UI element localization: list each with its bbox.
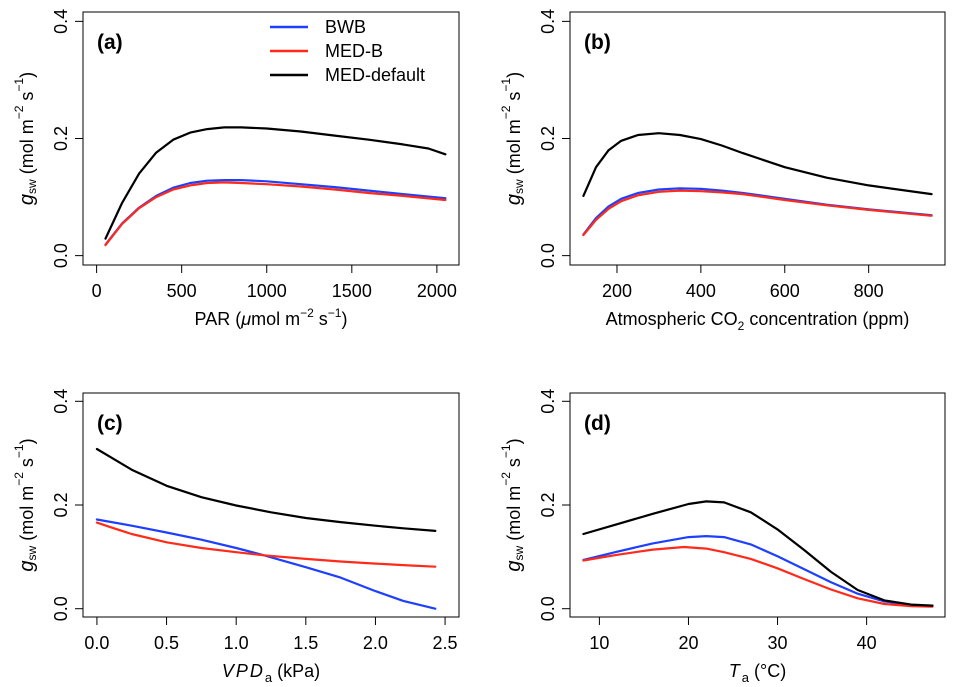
series-line-med-b — [582, 189, 933, 237]
y-axis-title: gsw (mol m−2 s−1) — [12, 72, 39, 205]
series-group — [582, 500, 934, 608]
x-axis: 200 400 600 800 — [602, 265, 884, 301]
x-tick-label: 1500 — [332, 281, 372, 301]
panel-c: 0.0 0.5 1.0 1.5 2.0 2.5 0.0 0.2 0.4 gsw (mol m−2 … — [12, 389, 460, 685]
x-tick-label: 2000 — [417, 281, 457, 301]
series-line-med-b — [95, 521, 437, 568]
y-tick-label: 0.4 — [51, 389, 71, 414]
x-axis: 0.0 0.5 1.0 1.5 2.0 2.5 — [84, 617, 458, 653]
y-tick-label: 0.0 — [538, 243, 558, 268]
series-line-med-b — [104, 181, 447, 247]
x-axis-title: Ta (°C) — [729, 661, 786, 685]
x-tick-label: 10 — [589, 633, 609, 653]
x-tick-label: 200 — [602, 281, 632, 301]
y-tick-label: 0.4 — [51, 9, 71, 34]
panel-label: (d) — [584, 412, 611, 435]
y-tick-label: 0.4 — [538, 389, 558, 414]
y-tick-label: 0.0 — [538, 596, 558, 621]
y-tick-label: 0.2 — [51, 492, 71, 517]
x-tick-label: 1000 — [247, 281, 287, 301]
series-line-bwb — [582, 534, 934, 608]
panel-label: (a) — [97, 31, 123, 54]
series-line-med-b — [582, 545, 934, 608]
x-tick-label: 0 — [92, 281, 102, 301]
x-tick-label: 30 — [768, 633, 788, 653]
legend-label: MED-B — [325, 41, 383, 61]
series-line-med-default — [582, 132, 933, 197]
panel-a: 0 500 1000 1500 2000 0.0 0.2 0.4 gsw (mol m−2 s−… — [12, 9, 460, 329]
plot-frame — [569, 392, 946, 618]
y-tick-label: 0.2 — [51, 126, 71, 151]
legend-label: BWB — [325, 17, 366, 37]
y-tick-label: 0.2 — [538, 492, 558, 517]
plot-frame — [82, 392, 460, 618]
x-tick-label: 40 — [857, 633, 877, 653]
panel-b: 200 400 600 800 0.0 0.2 0.4 gsw (mol m−2 s−1) At… — [499, 9, 946, 333]
x-tick-label: 1.0 — [224, 633, 249, 653]
x-tick-label: 2.5 — [433, 633, 458, 653]
series-group — [582, 132, 933, 237]
y-axis-title: gsw (mol m−2 s−1) — [499, 72, 526, 205]
y-axis: 0.0 0.2 0.4 — [538, 9, 570, 268]
series-line-med-default — [95, 447, 437, 533]
y-tick-label: 0.0 — [51, 243, 71, 268]
x-tick-label: 2.0 — [363, 633, 388, 653]
y-axis-title: gsw (mol m−2 s−1) — [12, 438, 39, 571]
x-tick-label: 0.0 — [84, 633, 109, 653]
series-line-med-default — [582, 500, 934, 607]
x-axis: 0 500 1000 1500 2000 — [92, 265, 457, 301]
x-tick-label: 0.5 — [154, 633, 179, 653]
legend-item: MED-default — [270, 65, 425, 85]
series-line-med-default — [104, 126, 447, 240]
x-tick-label: 500 — [167, 281, 197, 301]
y-axis: 0.0 0.2 0.4 — [51, 9, 83, 268]
x-tick-label: 600 — [770, 281, 800, 301]
panel-d: 10 20 30 40 0.0 0.2 0.4 gsw (mol m−2 s−1) Ta (°C… — [499, 389, 946, 685]
y-axis-title: gsw (mol m−2 s−1) — [499, 438, 526, 571]
x-tick-label: 20 — [678, 633, 698, 653]
panel-label: (b) — [584, 31, 611, 54]
x-axis-title: VPDa (kPa) — [222, 661, 320, 685]
panel-label: (c) — [97, 412, 123, 435]
series-group — [95, 447, 437, 610]
x-tick-label: 400 — [686, 281, 716, 301]
series-group — [104, 126, 447, 247]
y-tick-label: 0.4 — [538, 9, 558, 34]
x-axis-title: Atmospheric CO2 concentration (ppm) — [606, 309, 910, 333]
legend-item: MED-B — [270, 41, 383, 61]
x-axis-title: PAR (μmol m−2 s−1) — [195, 306, 348, 329]
y-tick-label: 0.2 — [538, 126, 558, 151]
legend: BWB MED-B MED-default — [270, 17, 425, 85]
x-tick-label: 1.5 — [293, 633, 318, 653]
y-axis: 0.0 0.2 0.4 — [538, 389, 570, 621]
y-axis: 0.0 0.2 0.4 — [51, 389, 83, 621]
legend-label: MED-default — [325, 65, 425, 85]
x-axis: 10 20 30 40 — [589, 617, 877, 653]
series-line-bwb — [104, 179, 447, 246]
x-tick-label: 800 — [854, 281, 884, 301]
legend-item: BWB — [270, 17, 366, 37]
y-tick-label: 0.0 — [51, 596, 71, 621]
